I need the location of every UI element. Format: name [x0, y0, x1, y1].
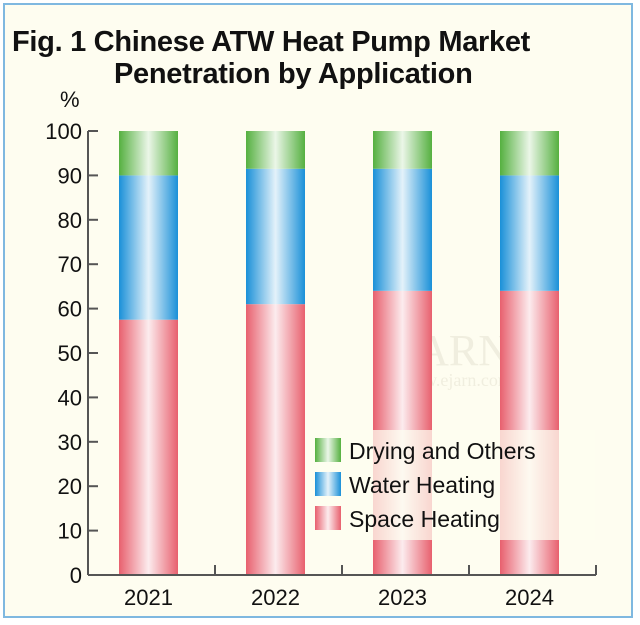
chart-title-line-2: Penetration by Application [114, 58, 473, 90]
y-tick-label: 40 [58, 385, 82, 410]
bar-segment-water-heating-2021 [119, 175, 178, 320]
bar-segment-water-heating-2024 [500, 175, 559, 291]
bar-stack-2022 [246, 131, 305, 575]
legend-swatch-space-heating [315, 506, 341, 530]
bar-segment-water-heating-2022 [246, 168, 305, 305]
legend-label: Drying and Others [349, 438, 536, 464]
bar-segment-drying-and-others-2021 [119, 131, 178, 176]
y-tick-label: 90 [58, 163, 82, 188]
y-tick-label: 10 [58, 519, 82, 544]
legend-label: Water Heating [349, 472, 495, 498]
y-axis-unit-label: % [60, 87, 80, 112]
y-tick-label: 70 [58, 252, 82, 277]
y-tick-label: 60 [58, 297, 82, 322]
bar-segment-space-heating-2022 [246, 304, 305, 575]
x-tick-label: 2022 [251, 585, 300, 610]
legend: Drying and Others Water Heating Space Heat… [305, 430, 595, 540]
y-tick-label: 50 [58, 341, 82, 366]
chart-title: Fig. 1 Chinese ATW Heat Pump Market Pene… [12, 26, 530, 90]
chart-title-line-1: Fig. 1 Chinese ATW Heat Pump Market [12, 26, 531, 58]
legend-label: Space Heating [349, 506, 500, 532]
bar-segment-drying-and-others-2023 [373, 131, 432, 169]
bars-group [119, 131, 559, 575]
legend-swatch-drying-and-others [315, 438, 341, 462]
bar-segment-drying-and-others-2022 [246, 131, 305, 169]
axes-group: 2021 2022 2023 2024 0 10 20 30 40 50 60 70 80 90 100 [45, 119, 597, 610]
legend-background [305, 430, 595, 540]
bar-stack-2021 [119, 131, 178, 575]
bar-segment-drying-and-others-2024 [500, 131, 559, 176]
legend-swatch-water-heating [315, 472, 341, 496]
bar-segment-space-heating-2021 [119, 319, 178, 575]
y-tick-label: 20 [58, 474, 82, 499]
bar-segment-water-heating-2023 [373, 168, 432, 291]
x-tick-label: 2021 [124, 585, 173, 610]
x-tick-label: 2023 [378, 585, 427, 610]
y-tick-label: 30 [58, 430, 82, 455]
y-tick-label: 80 [58, 208, 82, 233]
y-tick-label: 0 [70, 563, 82, 588]
y-tick-label: 100 [45, 119, 82, 144]
x-tick-label: 2024 [505, 585, 554, 610]
